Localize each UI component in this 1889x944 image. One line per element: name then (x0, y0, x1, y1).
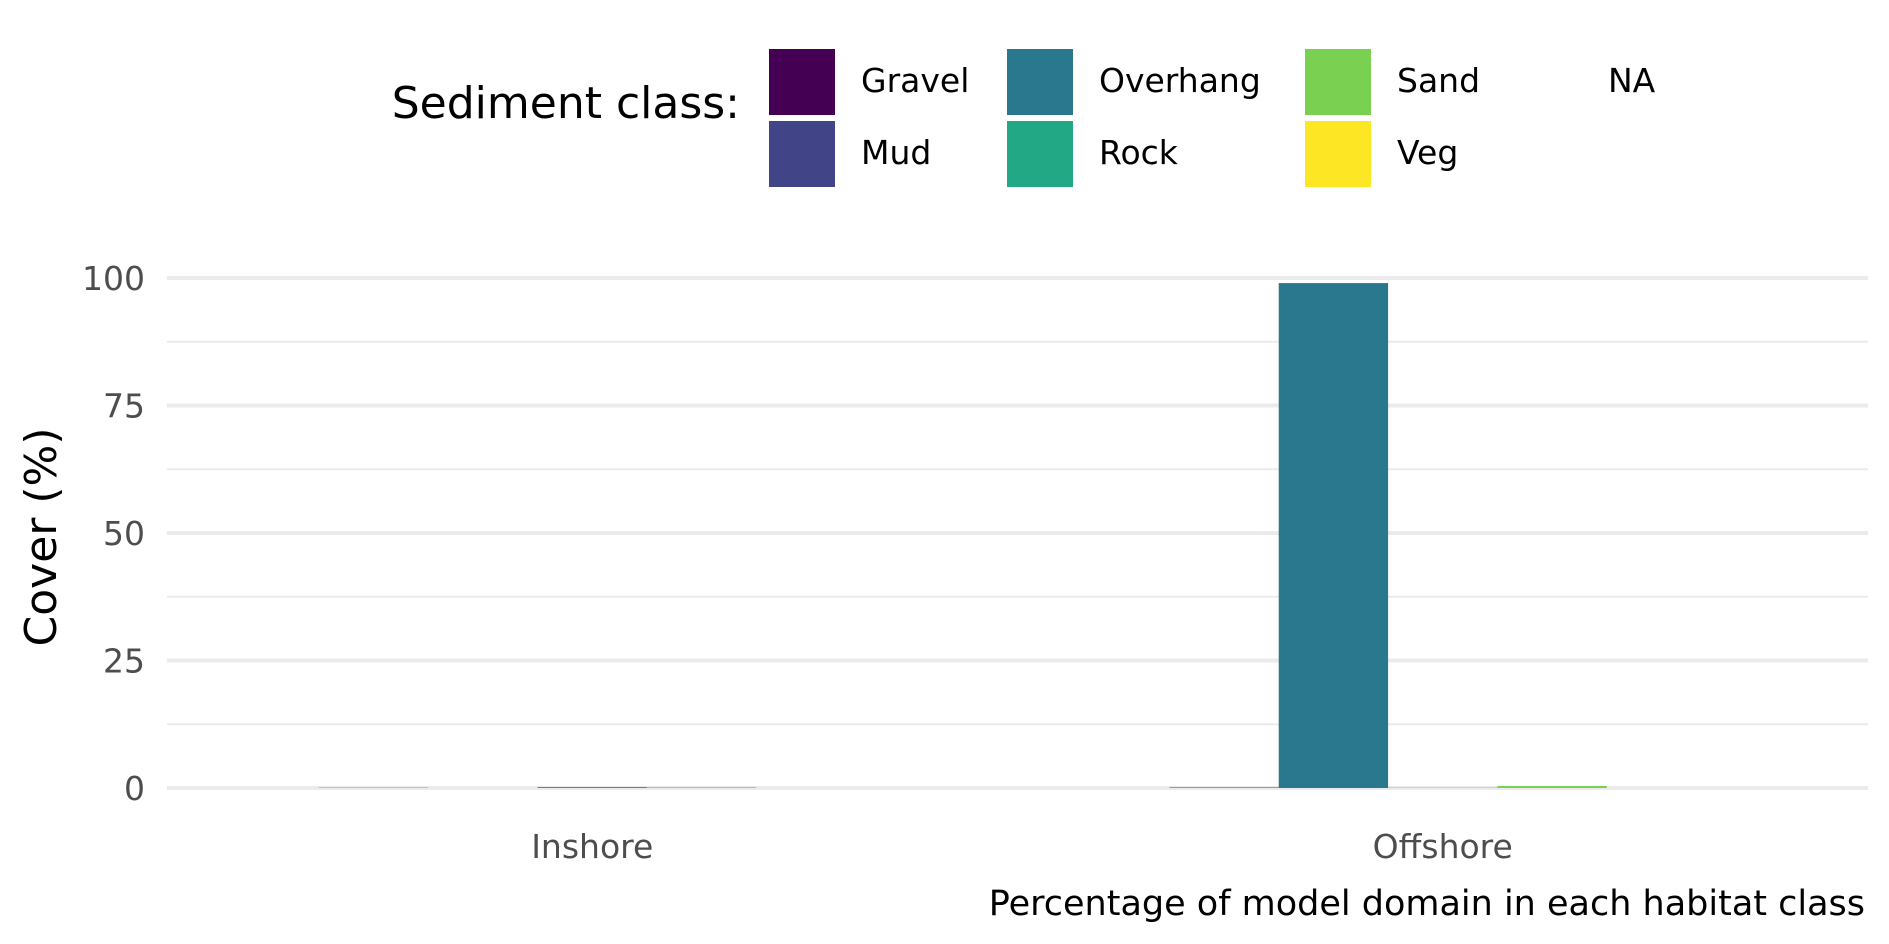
legend-swatch-overhang (1007, 49, 1073, 115)
bar-overhang-offshore (1278, 283, 1389, 788)
y-tick-label: 75 (103, 387, 145, 426)
bar-sand-offshore (1497, 785, 1607, 788)
x-axis-ticks: Inshore Offshore (531, 827, 1513, 866)
legend-swatch-rock (1007, 121, 1073, 187)
legend-label-rock: Rock (1099, 133, 1179, 172)
legend-label-veg: Veg (1397, 133, 1458, 172)
legend-label-mud: Mud (861, 133, 931, 172)
legend-swatch-mud (769, 121, 835, 187)
legend-swatch-gravel (769, 49, 835, 115)
legend-title: Sediment class: (392, 78, 740, 129)
x-tick-label: Offshore (1373, 827, 1513, 866)
x-tick-label: Inshore (531, 827, 653, 866)
y-tick-label: 25 (103, 642, 145, 681)
gridlines (167, 276, 1868, 790)
chart-caption: Percentage of model domain in each habit… (989, 884, 1865, 924)
y-tick-label: 0 (124, 769, 145, 808)
legend-items: Gravel Mud Overhang Rock Sand Veg NA (769, 49, 1656, 187)
legend-label-gravel: Gravel (861, 61, 969, 100)
legend: Sediment class: Gravel Mud Overhang Rock San… (392, 49, 1656, 187)
legend-label-overhang: Overhang (1099, 61, 1261, 100)
bar-mud-offshore (1169, 787, 1279, 788)
y-axis-ticks: 0 25 50 75 100 (82, 259, 145, 808)
y-tick-label: 50 (103, 514, 145, 553)
legend-label-sand: Sand (1397, 61, 1480, 100)
y-tick-label: 100 (82, 259, 145, 298)
legend-label-na: NA (1608, 61, 1656, 100)
legend-swatch-veg (1305, 121, 1371, 187)
legend-swatch-sand (1305, 49, 1371, 115)
bar-rock-inshore (537, 786, 647, 788)
bar-sand-inshore (646, 787, 757, 788)
bars (318, 283, 1607, 788)
y-axis-label: Cover (%) (16, 428, 67, 647)
